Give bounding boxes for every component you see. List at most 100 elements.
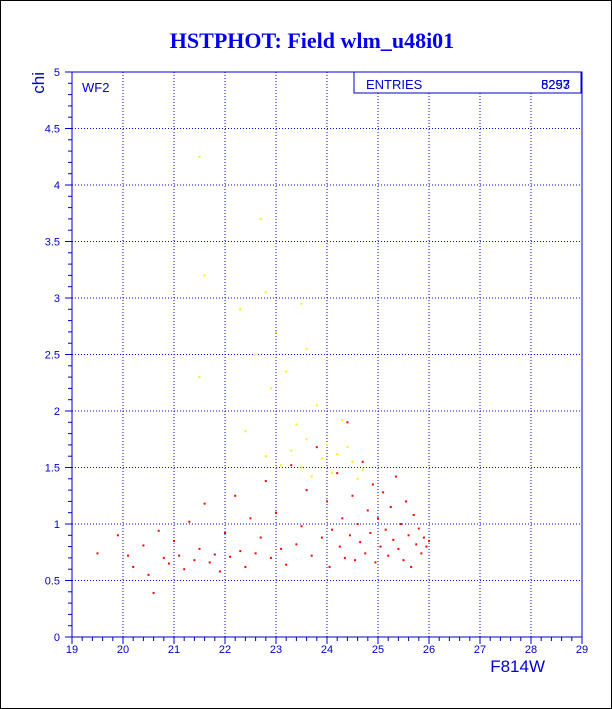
data-point-s0-7 — [157, 529, 160, 532]
x-tick-label-8: 27 — [474, 644, 486, 656]
data-point-s0-37 — [310, 554, 313, 557]
data-point-s0-45 — [341, 517, 344, 520]
data-point-s0-59 — [377, 517, 379, 520]
data-point-s0-71 — [407, 534, 410, 537]
data-point-s0-16 — [203, 502, 206, 505]
data-point-s0-42 — [331, 528, 334, 531]
x-tick-label-6: 25 — [372, 644, 384, 656]
data-point-s0-23 — [239, 550, 242, 553]
data-point-s0-6 — [152, 591, 155, 594]
data-point-s0-69 — [402, 559, 405, 562]
data-point-s0-32 — [285, 563, 288, 566]
tick-labels: 19 20 21 22 23 24 25 26 27 28 29 0 0.5 1 1.5 2 2.5 3 3.5 4 4… — [45, 67, 588, 656]
data-point-s1-20 — [351, 460, 354, 463]
data-point-s0-55 — [366, 509, 369, 512]
data-point-s0-41 — [328, 565, 331, 568]
x-tick-label-10: 29 — [576, 644, 588, 656]
data-point-s0-0 — [96, 552, 99, 555]
data-point-s0-50 — [354, 559, 357, 562]
data-point-s0-68 — [399, 523, 402, 525]
data-point-s0-46 — [343, 556, 346, 559]
data-point-s0-9 — [167, 562, 170, 565]
data-point-s0-12 — [183, 568, 186, 571]
data-point-s0-47 — [346, 421, 349, 424]
data-point-s1-27 — [310, 475, 313, 478]
data-point-s0-49 — [351, 494, 354, 497]
data-point-s1-6 — [198, 376, 201, 379]
data-point-s0-73 — [412, 513, 415, 516]
data-point-s0-3 — [132, 565, 135, 568]
data-point-s1-4 — [264, 291, 267, 294]
grid — [72, 72, 582, 637]
data-point-s1-8 — [285, 370, 288, 373]
y-tick-label-1: 0.5 — [45, 576, 60, 588]
data-point-s0-36 — [305, 489, 308, 492]
x-tick-label-7: 26 — [423, 644, 435, 656]
y-tick-label-7: 3.5 — [45, 237, 60, 249]
data-point-s1-26 — [356, 477, 359, 480]
chart-title: HSTPHOT: Field wlm_u48i01 — [170, 28, 454, 53]
data-point-s1-2 — [203, 274, 206, 277]
data-point-s0-11 — [178, 554, 181, 557]
data-point-s0-65 — [392, 538, 395, 541]
data-point-s0-66 — [394, 475, 397, 478]
data-point-s0-53 — [361, 460, 364, 463]
data-point-s0-72 — [410, 565, 413, 568]
data-point-s0-33 — [290, 464, 293, 467]
data-point-s0-18 — [213, 553, 216, 556]
data-point-s0-27 — [259, 536, 262, 539]
data-point-s1-18 — [336, 452, 339, 455]
data-point-s0-15 — [198, 547, 201, 550]
data-point-s0-61 — [382, 491, 385, 494]
data-point-s0-54 — [364, 552, 367, 555]
data-point-s1-25 — [331, 472, 334, 475]
data-point-s0-25 — [249, 517, 252, 520]
data-point-s1-10 — [275, 330, 277, 333]
data-point-s0-77 — [422, 536, 425, 539]
data-point-s0-19 — [218, 570, 221, 573]
data-point-s0-67 — [397, 547, 400, 550]
data-point-s0-20 — [224, 532, 226, 535]
data-point-s0-58 — [374, 561, 377, 564]
data-point-s0-56 — [369, 532, 372, 535]
stats-entries-value-1: 8297 — [541, 77, 570, 92]
data-point-s0-21 — [229, 555, 232, 558]
data-point-s1-16 — [305, 438, 308, 441]
data-point-s1-24 — [280, 464, 283, 467]
data-point-s0-63 — [387, 554, 390, 557]
data-point-s0-31 — [280, 547, 283, 550]
stats-entries-value-2: 5253 — [541, 77, 570, 92]
data-point-s1-13 — [341, 419, 344, 422]
data-point-s0-76 — [420, 552, 423, 555]
stats-entries-label: ENTRIES — [366, 77, 423, 92]
data-point-s0-2 — [127, 554, 130, 557]
data-point-s0-43 — [336, 472, 339, 475]
data-point-s0-30 — [275, 511, 277, 514]
data-point-s0-35 — [300, 525, 303, 528]
data-point-s0-5 — [147, 573, 150, 576]
data-point-s1-9 — [305, 347, 308, 350]
x-tick-label-5: 24 — [321, 644, 333, 656]
y-tick-label-4: 2 — [54, 406, 60, 418]
data-point-s0-38 — [315, 446, 318, 449]
axes — [65, 71, 583, 644]
data-point-s0-74 — [415, 543, 418, 546]
data-point-s0-40 — [326, 500, 328, 503]
data-point-s0-29 — [269, 556, 272, 559]
x-tick-label-0: 19 — [66, 644, 78, 656]
data-point-s1-7 — [254, 353, 257, 356]
data-point-s0-51 — [356, 523, 359, 525]
data-points — [96, 155, 430, 594]
data-point-s1-5 — [300, 302, 303, 305]
data-point-s0-28 — [264, 480, 267, 483]
x-axis-title: F814W — [490, 657, 545, 676]
data-point-s1-15 — [244, 430, 247, 433]
data-point-s0-62 — [384, 528, 387, 531]
data-point-s0-4 — [142, 544, 145, 547]
data-point-s0-44 — [338, 545, 341, 548]
data-point-s1-23 — [264, 455, 267, 458]
data-point-s0-14 — [193, 559, 196, 562]
data-point-s1-19 — [320, 457, 323, 460]
data-point-s1-14 — [295, 423, 298, 426]
